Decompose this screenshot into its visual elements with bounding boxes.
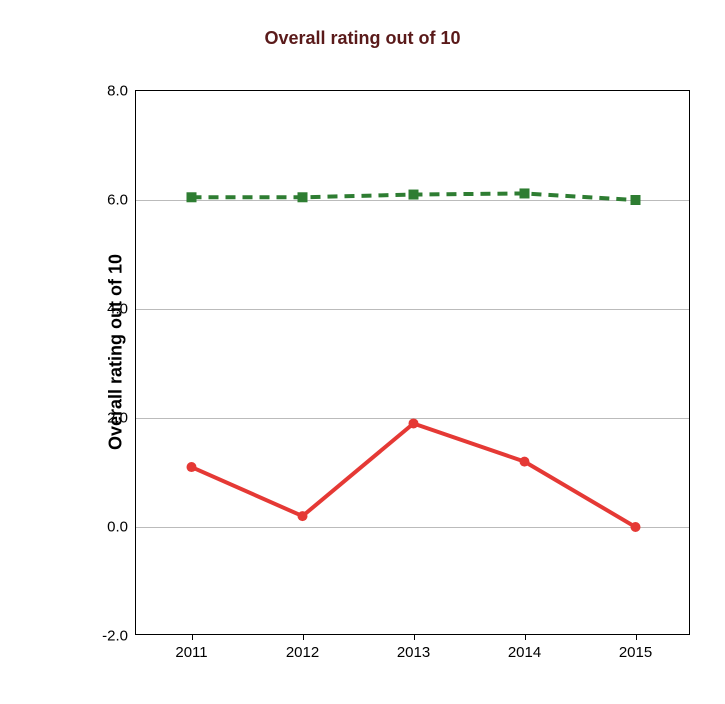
series-marker-red [409,418,419,428]
x-tick-label: 2015 [619,634,652,661]
series-marker-red [520,457,530,467]
y-tick-label: 6.0 [107,192,136,209]
chart-title: Overall rating out of 10 [0,28,725,49]
series-marker-green [409,190,419,200]
x-tick-label: 2012 [286,634,319,661]
series-marker-green [520,188,530,198]
y-tick-label: 4.0 [107,301,136,318]
series-layer [136,91,691,636]
series-marker-red [298,511,308,521]
series-line-red [192,423,636,527]
x-tick-label: 2014 [508,634,541,661]
y-tick-label: 0.0 [107,519,136,536]
chart-container: Overall rating out of 10 Overall rating … [0,0,725,704]
y-tick-label: -2.0 [102,628,136,645]
plot-area: -2.00.02.04.06.08.020112012201320142015 [135,90,690,635]
x-tick-label: 2013 [397,634,430,661]
series-marker-red [187,462,197,472]
y-tick-label: 2.0 [107,410,136,427]
series-marker-green [631,195,641,205]
series-marker-red [631,522,641,532]
x-tick-label: 2011 [175,634,207,661]
series-marker-green [187,192,197,202]
series-marker-green [298,192,308,202]
y-tick-label: 8.0 [107,83,136,100]
